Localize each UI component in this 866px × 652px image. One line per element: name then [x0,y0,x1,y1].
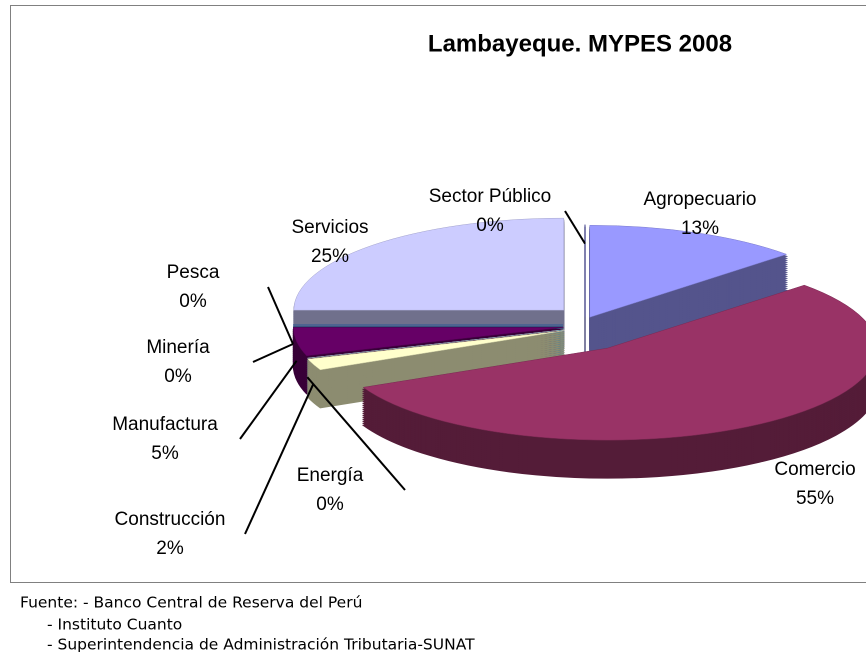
category-label: Minería [146,337,210,358]
plot-area: Lambayeque. MYPES 2008 Agropecuario 13% Co… [112,30,866,559]
category-label: Servicios [291,217,368,238]
leader-line [267,286,294,345]
slice-top [307,329,565,359]
slice-top [293,327,564,357]
value-label: 5% [151,443,179,464]
category-label: Energía [297,465,364,486]
chart-title: Lambayeque. MYPES 2008 [428,30,732,57]
leader-line [252,343,294,363]
slice-top [293,217,565,311]
category-label: Agropecuario [643,189,756,210]
slice-top [589,225,788,318]
leader-line [239,360,298,440]
slice-side [306,332,565,373]
value-label: 2% [156,538,184,559]
value-label: 0% [316,494,344,515]
category-label: Comercio [774,459,855,480]
slice-top [362,284,866,441]
value-label: 0% [179,291,207,312]
value-label: 25% [311,246,349,267]
slice-top [307,330,565,371]
value-label: 0% [476,215,504,236]
category-label: Sector Público [429,186,552,207]
leader-line [564,210,586,245]
slice [589,225,789,356]
category-label: Pesca [167,262,220,283]
leader-line [306,376,406,491]
source-line: Fuente: - Banco Central de Reserva del P… [20,594,362,612]
value-label: 55% [796,488,834,509]
source-line: - Superintendencia de Administración Tri… [47,636,475,652]
value-label: 0% [164,366,192,387]
leader-line [244,383,315,535]
source-line: - Instituto Cuanto [47,616,182,634]
value-label: 13% [681,218,719,239]
slice [361,284,866,479]
category-label: Construcción [115,509,226,530]
category-label: Manufactura [112,414,218,435]
